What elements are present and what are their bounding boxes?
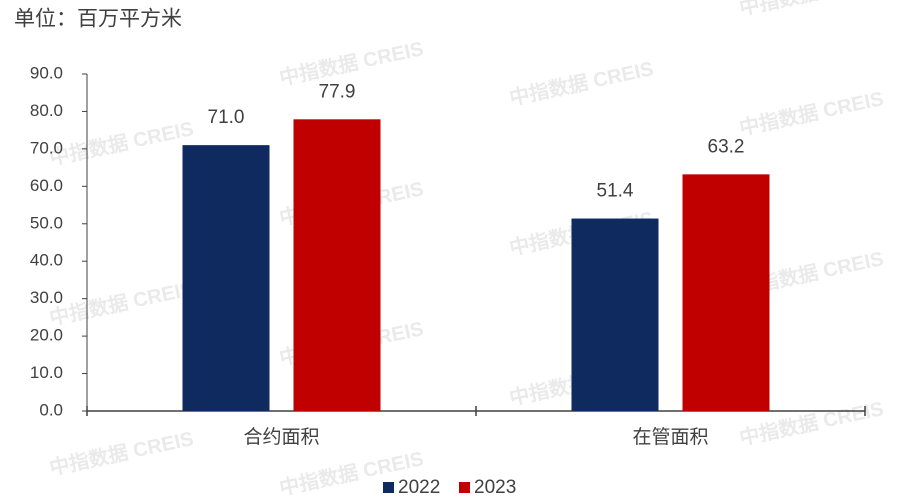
y-tick-label: 20.0 bbox=[30, 326, 63, 345]
y-tick-label: 70.0 bbox=[30, 138, 63, 157]
y-tick-label: 40.0 bbox=[30, 251, 63, 270]
y-tick-label: 0.0 bbox=[39, 400, 63, 419]
unit-label: 单位：百万平方米 bbox=[14, 8, 182, 31]
y-tick-label: 60.0 bbox=[30, 176, 63, 195]
value-label: 63.2 bbox=[708, 136, 745, 157]
y-tick-label: 30.0 bbox=[30, 288, 63, 307]
value-label: 71.0 bbox=[208, 107, 245, 128]
legend-swatch bbox=[459, 482, 470, 493]
bar bbox=[293, 119, 381, 412]
y-tick-label: 90.0 bbox=[30, 63, 63, 82]
bar bbox=[182, 145, 270, 411]
watermark: 中指数据 CREIS bbox=[737, 86, 885, 140]
y-tick-label: 10.0 bbox=[30, 363, 63, 382]
y-tick-label: 80.0 bbox=[30, 101, 63, 120]
bar bbox=[682, 174, 770, 411]
bar bbox=[571, 218, 659, 411]
value-label: 51.4 bbox=[597, 181, 634, 202]
watermark: 中指数据 CREIS bbox=[737, 0, 885, 20]
value-label: 77.9 bbox=[319, 81, 356, 102]
watermark: 中指数据 CREIS bbox=[47, 116, 195, 170]
watermark: 中指数据 CREIS bbox=[507, 56, 655, 110]
x-tick-label: 在管面积 bbox=[632, 426, 708, 448]
watermark: 中指数据 CREIS bbox=[47, 426, 195, 480]
legend-swatch bbox=[383, 482, 394, 493]
watermark: 中指数据 CREIS bbox=[47, 276, 195, 330]
y-tick-label: 50.0 bbox=[30, 213, 63, 232]
legend-label: 2022 bbox=[398, 477, 440, 498]
x-tick-label: 合约面积 bbox=[243, 426, 319, 448]
legend-label: 2023 bbox=[474, 477, 516, 498]
